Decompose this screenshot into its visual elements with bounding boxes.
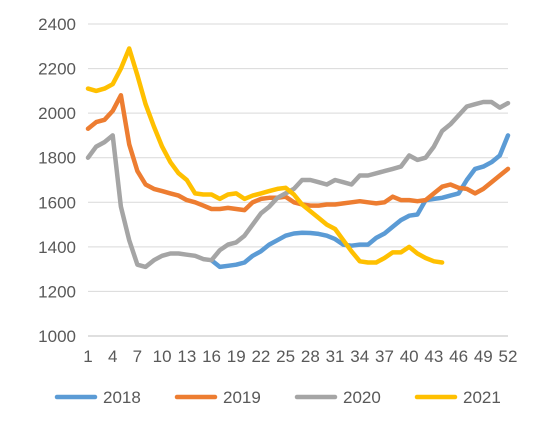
legend-item-2021: 2021 bbox=[414, 388, 501, 407]
y-tick-label: 1200 bbox=[38, 282, 76, 301]
x-tick-label: 46 bbox=[449, 347, 468, 366]
x-tick-label: 1 bbox=[83, 347, 92, 366]
series-line-2019 bbox=[85, 93, 511, 213]
x-tick-label: 4 bbox=[108, 347, 117, 366]
legend-label: 2018 bbox=[103, 388, 141, 407]
series-line-2018 bbox=[209, 133, 511, 270]
legend: 2018 2019 2020 2021 bbox=[54, 388, 501, 407]
x-tick-label: 31 bbox=[326, 347, 345, 366]
x-tick-label: 13 bbox=[177, 347, 196, 366]
x-tick-label: 25 bbox=[276, 347, 295, 366]
x-tick-label: 40 bbox=[400, 347, 419, 366]
legend-label: 2021 bbox=[463, 388, 501, 407]
y-tick-label: 1600 bbox=[38, 193, 76, 212]
x-tick-label: 22 bbox=[251, 347, 270, 366]
x-tick-label: 28 bbox=[301, 347, 320, 366]
y-tick-label: 2000 bbox=[38, 104, 76, 123]
x-tick-label: 43 bbox=[424, 347, 443, 366]
x-tick-label: 19 bbox=[227, 347, 246, 366]
y-tick-label: 2400 bbox=[38, 15, 76, 34]
legend-item-2018: 2018 bbox=[54, 388, 141, 407]
x-tick-label: 16 bbox=[202, 347, 221, 366]
y-tick-label: 1000 bbox=[38, 327, 76, 346]
series-line-2020 bbox=[85, 99, 511, 270]
gridlines bbox=[88, 23, 508, 337]
x-tick-label: 49 bbox=[474, 347, 493, 366]
legend-label: 2020 bbox=[343, 388, 381, 407]
x-tick-label: 7 bbox=[133, 347, 142, 366]
x-tick-label: 10 bbox=[153, 347, 172, 366]
y-axis-tick-labels: 1000 1200 1400 1600 1800 2000 2200 2400 bbox=[38, 15, 76, 346]
x-axis-tick-labels: 1 4 7 10 13 16 19 22 25 28 31 34 37 40 43 46 49 52 bbox=[83, 347, 517, 366]
series-lines bbox=[85, 46, 511, 270]
y-tick-label: 1400 bbox=[38, 238, 76, 257]
legend-label: 2019 bbox=[223, 388, 261, 407]
y-tick-label: 2200 bbox=[38, 60, 76, 79]
x-tick-label: 52 bbox=[499, 347, 518, 366]
legend-item-2020: 2020 bbox=[294, 388, 381, 407]
series-line-2021 bbox=[85, 46, 445, 265]
x-tick-label: 34 bbox=[350, 347, 369, 366]
x-tick-label: 37 bbox=[375, 347, 394, 366]
y-tick-label: 1800 bbox=[38, 149, 76, 168]
legend-item-2019: 2019 bbox=[174, 388, 261, 407]
